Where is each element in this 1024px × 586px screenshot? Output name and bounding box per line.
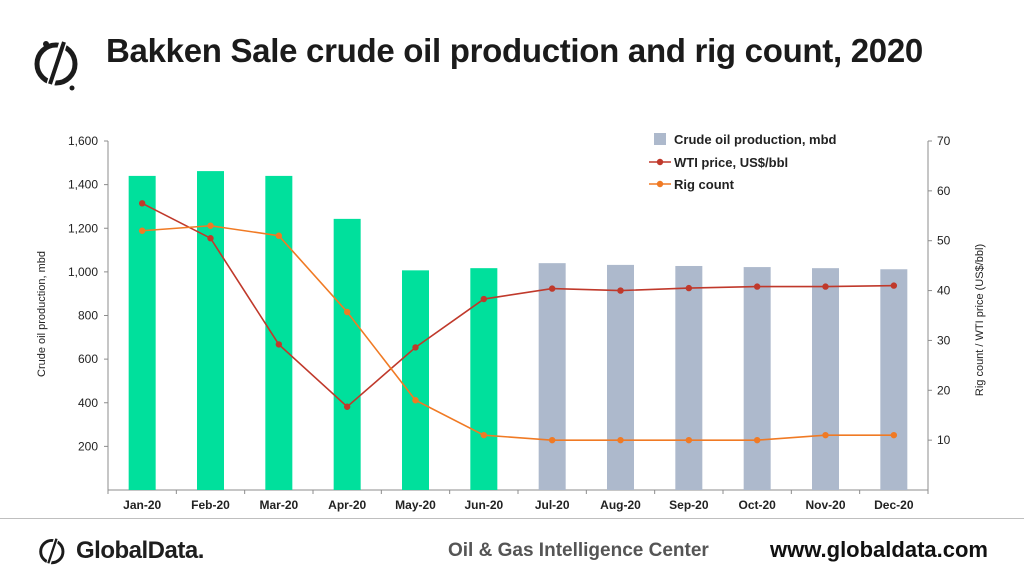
production-bar: [538, 263, 566, 490]
wti-price-line: [141, 202, 894, 408]
y-left-tick-label: 1,000: [68, 265, 98, 279]
rig-count-point: [138, 227, 146, 234]
y-left-tick-label: 800: [78, 309, 98, 323]
wti-price-point: [343, 403, 351, 410]
legend-rig-label: Rig count: [674, 177, 735, 192]
wti-price-point: [207, 235, 214, 242]
production-bar: [402, 270, 429, 490]
rig-count-point: [275, 232, 283, 239]
legend-rig-swatch-dot: [656, 180, 664, 188]
legend-wti-swatch-dot: [656, 158, 664, 166]
rig-count-point: [753, 436, 761, 444]
brand-name: GlobalData.: [76, 537, 204, 564]
y-right-tick-label: 10: [937, 433, 951, 447]
x-tick-label: Jan-20: [123, 498, 161, 512]
y-right-tick-label: 40: [937, 284, 951, 298]
production-bar: [333, 218, 361, 491]
combo-chart: 200 400 600 800 1,000 1,200 1,400 1,600 10 20 30 40…: [36, 132, 986, 512]
production-bar: [607, 264, 634, 490]
x-tick-label: Sep-20: [669, 498, 709, 512]
rig-count-line: [142, 224, 894, 441]
wti-price-point: [275, 341, 283, 348]
wti-price-point: [412, 344, 419, 351]
x-tick-label: Nov-20: [805, 498, 845, 512]
footer-brand[interactable]: GlobalData.: [36, 534, 204, 568]
x-tick-label: Jul-20: [535, 498, 570, 512]
x-tick-label: Jun-20: [464, 498, 503, 512]
rig-count-point: [207, 222, 214, 229]
y-left-tick-label: 600: [78, 352, 98, 366]
wti-price-point: [822, 283, 829, 290]
x-tick-label: Dec-20: [874, 498, 914, 512]
y-left-tick-label: 1,600: [68, 134, 98, 148]
wti-price-point: [617, 287, 624, 294]
production-bar: [880, 269, 908, 490]
rig-count-point: [412, 397, 419, 404]
y-left-tick-label: 1,400: [68, 178, 98, 192]
production-bar: [265, 175, 293, 490]
y-axis-left-label: Crude oil production, mbd: [36, 251, 48, 377]
x-tick-label: Feb-20: [191, 498, 230, 512]
y-right-tick-label: 60: [937, 184, 951, 198]
wti-price-point: [548, 285, 556, 292]
globaldata-logo-icon: [34, 38, 78, 91]
y-left-tick-label: 200: [78, 439, 98, 453]
y-right-tick-label: 50: [937, 234, 951, 248]
rig-count-point: [617, 436, 624, 444]
footer-url-link[interactable]: www.globaldata.com: [770, 537, 988, 562]
production-bar: [743, 267, 771, 490]
y-right-tick-label: 20: [937, 383, 951, 397]
footer-center-text: Oil & Gas Intelligence Center: [448, 540, 709, 561]
y-right-tick-label: 30: [937, 333, 951, 347]
wti-price-point: [890, 282, 898, 289]
rig-count-point: [822, 431, 829, 439]
globaldata-logo-icon: [39, 536, 65, 566]
x-tick-label: Aug-20: [600, 498, 641, 512]
legend-production-swatch: [654, 133, 666, 145]
rig-count-point: [890, 431, 898, 439]
production-bar: [812, 268, 839, 490]
rig-count-point: [480, 431, 488, 439]
rig-count-point: [685, 436, 693, 444]
y-right-tick-label: 70: [937, 134, 951, 148]
legend-wti-label: WTI price, US$/bbl: [674, 155, 788, 170]
page-title: Bakken Sale crude oil production and rig…: [106, 32, 923, 69]
rig-count-point: [548, 436, 556, 444]
production-bar: [128, 175, 156, 490]
wti-price-point: [138, 200, 146, 207]
production-bar: [197, 171, 224, 490]
legend-production-label: Crude oil production, mbd: [674, 132, 837, 147]
x-tick-label: Oct-20: [738, 498, 776, 512]
wti-price-point: [480, 295, 488, 303]
y-left-tick-label: 1,200: [68, 221, 98, 235]
wti-price-point: [685, 284, 693, 292]
wti-price-point: [753, 283, 761, 290]
footer-divider: [0, 518, 1024, 519]
production-bar: [675, 265, 703, 490]
rig-count-point: [343, 308, 351, 316]
x-tick-label: Apr-20: [328, 498, 366, 512]
x-tick-label: May-20: [395, 498, 436, 512]
y-left-tick-label: 400: [78, 396, 98, 410]
x-tick-label: Mar-20: [259, 498, 298, 512]
y-axis-right-label: Rig count / WTI price (US$/bbl): [974, 244, 986, 396]
